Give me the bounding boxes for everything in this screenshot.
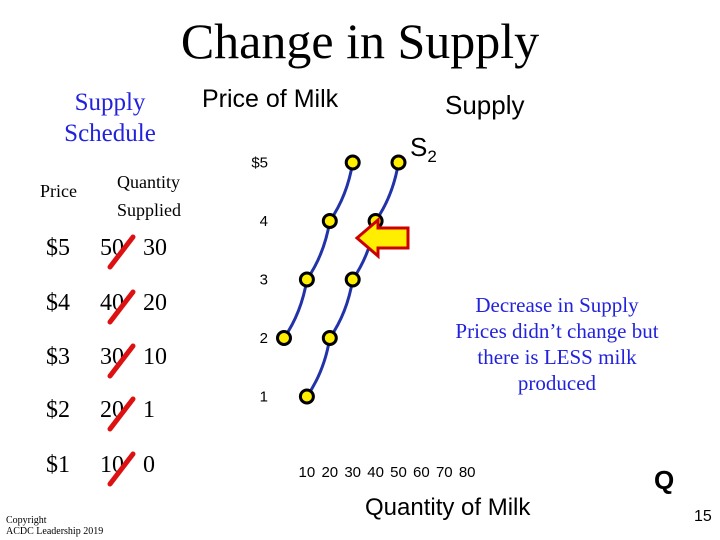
strike-mark bbox=[107, 343, 136, 379]
s2-curve-label: S2 bbox=[410, 132, 437, 167]
schedule-title: Supply Schedule bbox=[40, 87, 180, 149]
slide-title: Change in Supply bbox=[180, 13, 540, 69]
x-tick-label: 10 bbox=[299, 464, 316, 481]
row-price: $2 bbox=[46, 397, 70, 423]
page-number: 15 bbox=[694, 508, 712, 525]
s2-letter: S bbox=[410, 132, 428, 162]
supply-point bbox=[321, 330, 338, 346]
supply-curve-label: Supply bbox=[445, 90, 525, 120]
row-price: $5 bbox=[46, 235, 70, 261]
strike-mark bbox=[107, 396, 136, 432]
x-tick-label: 20 bbox=[321, 464, 338, 481]
y-tick-label: 3 bbox=[260, 272, 268, 289]
s2-point bbox=[298, 271, 315, 288]
copyright-line2: ACDC Leadership 2019 bbox=[6, 526, 104, 537]
x-tick-label: 60 bbox=[413, 464, 430, 481]
supply-point bbox=[344, 271, 361, 288]
strike-mark bbox=[107, 451, 136, 487]
s2-point bbox=[276, 330, 292, 346]
supply-point bbox=[298, 388, 315, 405]
schedule-title-line2: Schedule bbox=[64, 120, 156, 147]
strike-mark bbox=[107, 289, 136, 325]
x-tick-label: 80 bbox=[459, 464, 476, 481]
schedule-title-line1: Supply bbox=[74, 89, 146, 116]
y-tick-label: 2 bbox=[260, 330, 268, 347]
new-qty: 0 bbox=[143, 452, 155, 478]
price-header: Price bbox=[40, 181, 77, 201]
supply-point bbox=[390, 154, 407, 171]
chart-title: Price of Milk bbox=[202, 85, 339, 113]
decrease-note: Decrease in Supply Prices didn’t change … bbox=[418, 292, 696, 396]
new-qty: 20 bbox=[143, 290, 167, 316]
quantity-header-line2: Supplied bbox=[117, 200, 182, 220]
quantity-header: Quantity Supplied bbox=[117, 168, 181, 224]
s2-curve bbox=[282, 162, 355, 339]
y-tick-label: $5 bbox=[251, 155, 268, 172]
note-line4: produced bbox=[517, 371, 597, 395]
x-tick-label: 50 bbox=[390, 464, 407, 481]
q-axis-symbol: Q bbox=[654, 465, 675, 495]
note-line2: Prices didn’t change but bbox=[455, 319, 659, 343]
new-qty: 30 bbox=[143, 235, 167, 261]
y-tick-label: 4 bbox=[260, 213, 268, 230]
x-axis-title: Quantity of Milk bbox=[365, 494, 531, 521]
quantity-header-line1: Quantity bbox=[117, 172, 180, 192]
x-tick-label: 70 bbox=[436, 464, 453, 481]
x-tick-label: 30 bbox=[344, 464, 361, 481]
row-price: $1 bbox=[46, 452, 70, 478]
y-tick-label: 1 bbox=[260, 389, 268, 406]
copyright-line1: Copyright bbox=[6, 515, 47, 526]
note-line3: there is LESS milk bbox=[477, 345, 637, 369]
s2-point bbox=[344, 154, 361, 171]
shift-arrow-left-icon bbox=[354, 216, 410, 260]
row-price: $3 bbox=[46, 344, 70, 370]
copyright: Copyright ACDC Leadership 2019 bbox=[6, 515, 103, 537]
x-tick-label: 40 bbox=[367, 464, 384, 481]
note-line1: Decrease in Supply bbox=[475, 293, 639, 317]
s2-subscript: 2 bbox=[427, 147, 437, 167]
strike-mark bbox=[107, 234, 136, 270]
s2-point bbox=[321, 213, 338, 229]
new-qty: 1 bbox=[143, 397, 155, 423]
row-price: $4 bbox=[46, 290, 70, 316]
new-qty: 10 bbox=[143, 344, 167, 370]
